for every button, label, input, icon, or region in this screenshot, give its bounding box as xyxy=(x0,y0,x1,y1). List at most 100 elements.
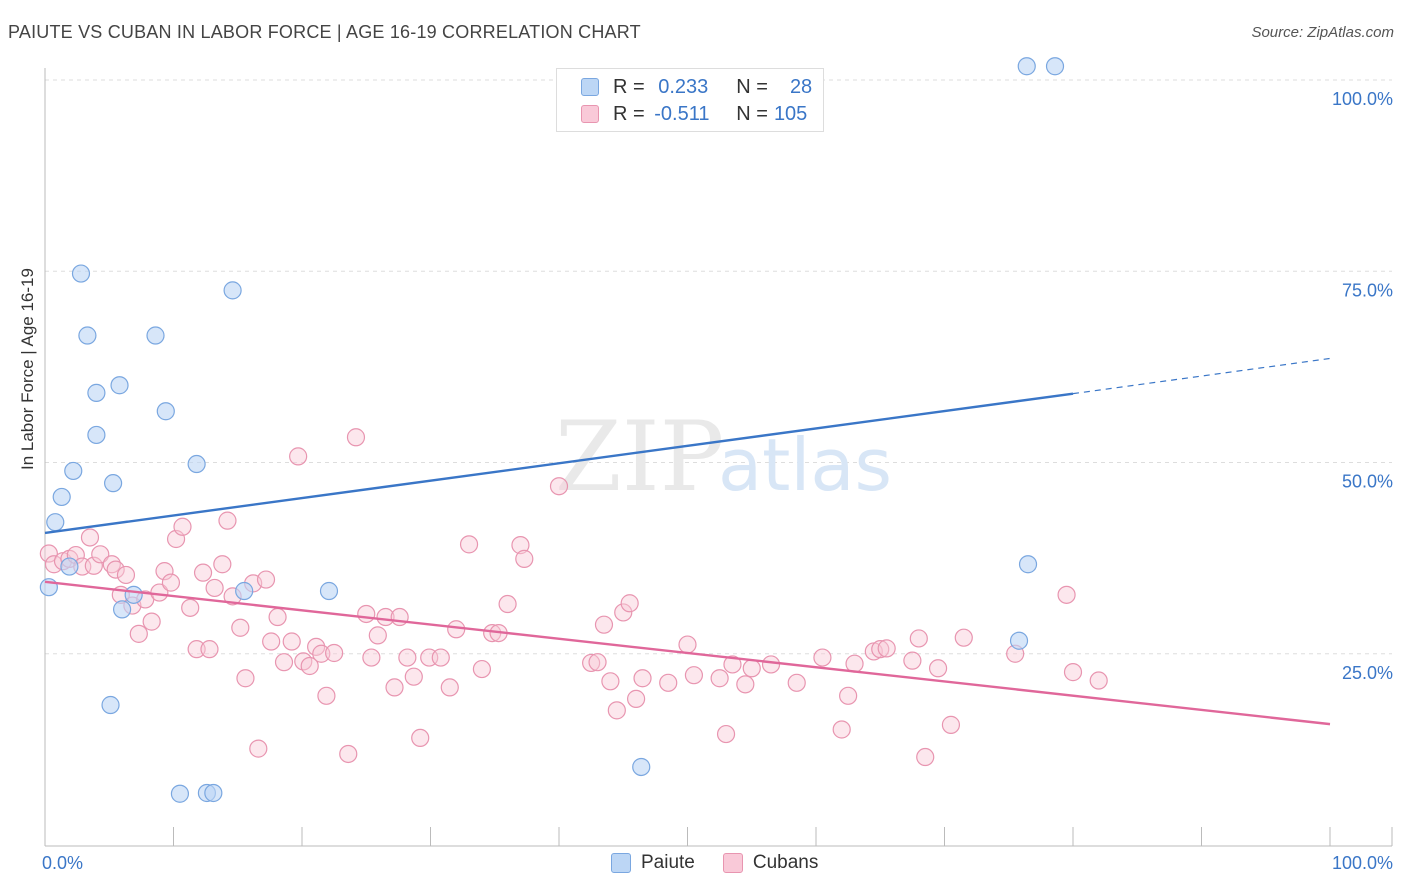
cubans-point xyxy=(620,594,639,613)
cubans-point xyxy=(742,659,761,678)
cubans-point xyxy=(588,653,607,672)
paiute-point xyxy=(319,581,339,601)
y-tick-label: 50.0% xyxy=(1342,472,1393,492)
cubans-point xyxy=(129,624,148,643)
cubans-point xyxy=(398,648,417,667)
paiute-point xyxy=(235,581,254,601)
cubans-point xyxy=(142,612,161,631)
cubans-point xyxy=(1063,663,1083,682)
cubans-point xyxy=(325,643,344,663)
cubans-point xyxy=(871,640,890,659)
paiute-point xyxy=(71,264,91,283)
paiute-legend-swatch xyxy=(611,853,631,873)
cubans-point xyxy=(601,672,620,691)
cubans-point xyxy=(411,728,430,748)
cubans-point xyxy=(268,607,287,627)
cubans-point xyxy=(161,573,181,592)
paiute-point xyxy=(632,757,651,777)
cubans-point xyxy=(39,544,58,563)
paiute-n-label: N = xyxy=(736,75,768,98)
cubans-point xyxy=(1057,585,1076,604)
paiute-point xyxy=(52,487,71,507)
watermark-atlas: atlas xyxy=(718,423,892,507)
cubans-legend-swatch xyxy=(722,853,743,873)
cubans-point xyxy=(498,594,517,614)
cubans-point xyxy=(678,635,697,654)
paiute-point xyxy=(112,600,132,619)
paiute-point xyxy=(1009,631,1029,650)
x-tick-label-min: 0.0% xyxy=(42,853,83,873)
cubans-point xyxy=(362,648,381,667)
paiute-point xyxy=(170,784,190,803)
paiute-point xyxy=(223,281,242,300)
paiute-points xyxy=(39,57,1065,803)
cubans-point xyxy=(594,615,614,634)
cubans-point xyxy=(954,628,973,647)
watermark: ZIP atlas xyxy=(555,401,892,513)
legend-item-cubans[interactable]: Cubans xyxy=(722,852,818,874)
cubans-point xyxy=(91,545,110,564)
cubans-point xyxy=(317,686,336,705)
paiute-point xyxy=(204,783,223,803)
cubans-point xyxy=(440,678,459,697)
cubans-point xyxy=(941,715,961,734)
cubans-point xyxy=(736,675,755,694)
cubans-point xyxy=(236,669,255,688)
cubans-point xyxy=(607,701,626,720)
tick-labels: 25.0% 50.0% 75.0% 100.0% 0.0% 100.0% xyxy=(42,89,1393,873)
cubans-point xyxy=(684,666,704,685)
paiute-point xyxy=(64,461,83,481)
cubans-point xyxy=(549,477,569,496)
cubans-point xyxy=(582,653,601,673)
paiute-point xyxy=(187,454,206,474)
cubans-point xyxy=(385,678,404,697)
cubans-n-value: 105 xyxy=(773,102,808,125)
paiute-point xyxy=(1017,57,1036,76)
cubans-point xyxy=(116,565,136,585)
legend-row-cubans: R = -0.511 N = 105 xyxy=(581,101,807,127)
cubans-point xyxy=(205,578,224,598)
cubans-point xyxy=(472,659,491,679)
paiute-point xyxy=(124,585,143,604)
paiute-point xyxy=(87,383,106,402)
cubans-point xyxy=(404,667,423,686)
cubans-point xyxy=(761,655,781,674)
cubans-point xyxy=(300,656,319,676)
cubans-point xyxy=(710,669,729,688)
cubans-point xyxy=(187,640,206,659)
legend-row-paiute: R = 0.233 N = 28 xyxy=(581,74,812,100)
cubans-n-label: N = xyxy=(736,102,768,125)
cubans-point xyxy=(447,620,466,639)
paiute-point xyxy=(78,326,97,345)
cubans-point xyxy=(633,669,652,688)
cubans-point xyxy=(716,724,736,744)
legend-item-paiute[interactable]: Paiute xyxy=(611,852,695,874)
cubans-point xyxy=(84,556,103,575)
cubans-point xyxy=(813,648,832,667)
paiute-point xyxy=(87,425,106,445)
paiute-point xyxy=(1045,57,1065,76)
cubans-point xyxy=(839,686,858,705)
cubans-point xyxy=(181,598,200,617)
cubans-point xyxy=(390,607,409,627)
cubans-point xyxy=(213,555,232,574)
cubans-point xyxy=(928,659,948,678)
cubans-point xyxy=(200,640,219,659)
cubans-swatch xyxy=(581,105,599,123)
correlation-legend: R = 0.233 N = 28 R = -0.511 N = 105 xyxy=(556,68,824,132)
series-legend: Paiute Cubans xyxy=(611,852,846,874)
source-label: Source: ZipAtlas.com xyxy=(1251,24,1394,41)
cubans-point xyxy=(173,517,192,536)
y-tick-label: 25.0% xyxy=(1342,663,1393,683)
cubans-point xyxy=(193,563,213,582)
paiute-point xyxy=(146,326,165,345)
cubans-point xyxy=(431,648,450,667)
cubans-point xyxy=(218,511,237,530)
paiute-point xyxy=(110,376,129,395)
paiute-trend-extension xyxy=(1072,357,1331,395)
axes xyxy=(44,68,1393,847)
paiute-trend-line xyxy=(44,392,1074,535)
cubans-point xyxy=(368,626,387,645)
trend-lines xyxy=(44,357,1331,726)
cubans-point xyxy=(515,549,534,568)
